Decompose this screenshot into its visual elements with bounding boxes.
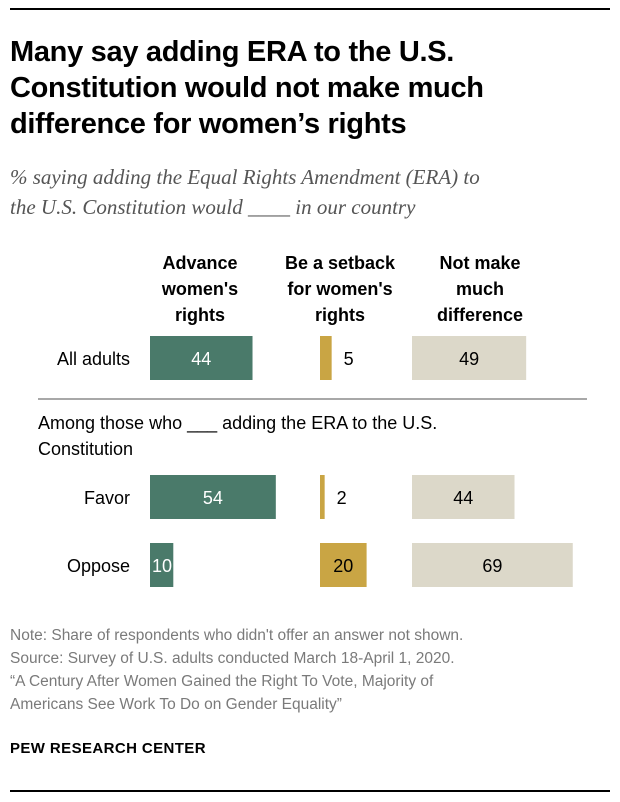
- subtitle-line-1: % saying adding the Equal Rights Amendme…: [10, 165, 480, 189]
- label-setback-all-adults: 5: [344, 349, 354, 369]
- group-label: Among those who ___ adding the ERA to th…: [38, 410, 578, 462]
- chart-subtitle: % saying adding the Equal Rights Amendme…: [10, 162, 610, 222]
- subtitle-line-2: the U.S. Constitution would ____ in our …: [10, 195, 416, 219]
- column-header-no-difference-line-1: Not make: [439, 253, 521, 273]
- column-header-setback-line-3: rights: [314, 305, 365, 325]
- column-header-advance: Advance women's rights: [120, 250, 280, 328]
- note-line-4: Americans See Work To Do on Gender Equal…: [10, 696, 342, 713]
- label-no_difference-favor: 44: [453, 488, 473, 508]
- bar-advance-oppose: [150, 543, 174, 587]
- bar-setback-oppose: [320, 543, 367, 587]
- pew-research-center-logo: PEW RESEARCH CENTER: [10, 740, 206, 757]
- row-label-oppose: Oppose: [66, 556, 130, 576]
- row-label-all-adults: All adults: [56, 349, 130, 369]
- group-label-line-1: Among those who ___ adding the ERA to th…: [38, 413, 438, 433]
- group-label-line-2: Constitution: [38, 439, 134, 459]
- bar-no_difference-all-adults: [412, 336, 527, 380]
- bar-no_difference-favor: [412, 475, 515, 519]
- title-line-3: difference for women’s rights: [10, 108, 407, 140]
- label-advance-oppose: 10: [152, 556, 172, 576]
- label-no_difference-all-adults: 49: [459, 349, 479, 369]
- column-header-advance-line-1: Advance: [162, 253, 238, 273]
- section-divider: [38, 398, 587, 400]
- note-line-3: “A Century After Women Gained the Right …: [10, 673, 434, 690]
- column-header-setback-line-2: for women's: [287, 279, 393, 299]
- label-no_difference-oppose: 69: [482, 556, 502, 576]
- row-label-favor: Favor: [83, 488, 130, 508]
- column-header-advance-line-3: rights: [174, 305, 225, 325]
- note-line-2: Source: Survey of U.S. adults conducted …: [10, 650, 455, 667]
- column-header-no-difference: Not make much difference: [400, 250, 560, 328]
- chart-title: Many say adding ERA to the U.S. Constitu…: [10, 34, 610, 142]
- column-header-setback-line-1: Be a setback: [284, 253, 396, 273]
- source-notes: Note: Share of respondents who didn't of…: [10, 624, 610, 716]
- bar-setback-favor: [320, 475, 325, 519]
- title-line-2: Constitution would not make much: [10, 72, 484, 104]
- title-line-1: Many say adding ERA to the U.S.: [10, 36, 455, 68]
- note-line-1: Note: Share of respondents who didn't of…: [10, 627, 464, 644]
- column-header-advance-line-2: women's: [161, 279, 239, 299]
- label-setback-favor: 2: [337, 488, 347, 508]
- label-setback-oppose: 20: [333, 556, 353, 576]
- column-header-no-difference-line-2: much: [455, 279, 504, 299]
- bottom-rule: [10, 790, 610, 792]
- bar-no_difference-oppose: [412, 543, 573, 587]
- bar-advance-all-adults: [150, 336, 253, 380]
- column-header-no-difference-line-3: difference: [436, 305, 524, 325]
- bar-setback-all-adults: [320, 336, 332, 380]
- label-advance-all-adults: 44: [191, 349, 211, 369]
- column-header-setback: Be a setback for women's rights: [260, 250, 420, 328]
- bar-advance-favor: [150, 475, 276, 519]
- top-rule: [10, 8, 610, 10]
- label-advance-favor: 54: [203, 488, 223, 508]
